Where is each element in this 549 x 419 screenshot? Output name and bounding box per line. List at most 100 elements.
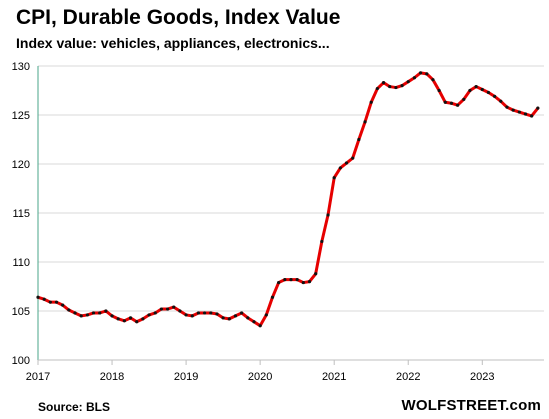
data-point — [159, 307, 164, 311]
data-point — [240, 311, 244, 315]
x-tick-label: 2020 — [248, 371, 272, 383]
data-point — [165, 307, 170, 311]
data-point — [264, 313, 268, 317]
y-tick-label: 125 — [12, 110, 30, 122]
data-point — [196, 311, 201, 315]
data-point — [227, 317, 231, 321]
data-point — [61, 303, 65, 307]
data-point — [425, 72, 429, 76]
data-point — [301, 280, 305, 285]
data-point — [412, 76, 417, 80]
y-tick-label: 105 — [12, 306, 30, 318]
data-point — [406, 80, 410, 84]
data-point — [147, 313, 151, 317]
data-point — [91, 311, 96, 315]
data-point — [277, 280, 281, 285]
series-plot — [36, 71, 540, 328]
data-point — [85, 313, 89, 317]
data-point — [153, 311, 157, 315]
y-axis-labels: 100 105 110 115 120 125 130 — [12, 61, 30, 367]
chart-title: CPI, Durable Goods, Index Value — [16, 6, 341, 29]
series-line — [36, 71, 540, 328]
data-point — [437, 88, 441, 93]
data-point — [246, 316, 250, 320]
source-note: Source: BLS — [38, 400, 111, 414]
data-point — [431, 78, 435, 82]
data-point — [462, 97, 466, 101]
x-tick-label: 2021 — [322, 371, 346, 383]
x-tick-label: 2018 — [100, 371, 124, 383]
data-point — [320, 239, 324, 244]
data-point — [42, 297, 46, 301]
data-point — [449, 101, 454, 105]
data-point — [530, 114, 534, 118]
data-point — [135, 320, 139, 324]
data-point — [326, 213, 330, 217]
data-point — [486, 90, 491, 95]
data-point — [233, 314, 238, 318]
data-point — [369, 100, 373, 104]
data-point — [418, 71, 423, 75]
data-point — [394, 85, 398, 90]
y-tick-label: 110 — [12, 257, 30, 269]
data-point — [258, 324, 262, 328]
data-point — [443, 100, 447, 104]
data-point — [375, 86, 379, 91]
data-point — [456, 103, 460, 107]
data-point — [141, 317, 145, 321]
data-point — [270, 295, 275, 299]
data-point — [381, 81, 386, 85]
data-point — [314, 272, 318, 276]
data-point — [252, 320, 256, 324]
data-point — [332, 176, 336, 180]
data-point — [116, 317, 120, 321]
data-point — [307, 280, 312, 284]
y-tick-label: 115 — [12, 208, 30, 220]
data-point — [110, 314, 114, 318]
data-point — [493, 94, 497, 98]
data-point — [338, 166, 342, 170]
data-point — [54, 300, 59, 304]
x-axis-labels: 2017 2018 2019 2020 2021 2022 2023 — [26, 371, 495, 383]
data-point — [36, 295, 40, 299]
data-point — [511, 108, 515, 112]
data-point — [468, 88, 472, 93]
data-point — [400, 84, 404, 88]
data-point — [48, 300, 52, 304]
data-point — [122, 319, 126, 323]
data-point — [209, 311, 213, 315]
data-point — [351, 156, 355, 160]
x-tick-label: 2023 — [470, 371, 494, 383]
data-point — [98, 311, 102, 315]
data-point — [221, 316, 225, 320]
x-tick-label: 2019 — [174, 371, 198, 383]
chart-subtitle: Index value: vehicles, appliances, elect… — [16, 35, 330, 51]
data-point — [523, 112, 528, 116]
data-point — [178, 309, 182, 313]
grid-lines — [38, 65, 544, 312]
data-point — [203, 311, 207, 315]
x-tick-label: 2017 — [26, 371, 50, 383]
brand-logo-text: WOLFSTREET.com — [401, 397, 541, 414]
axes — [37, 66, 544, 365]
data-point — [357, 137, 361, 142]
data-point — [215, 312, 219, 316]
y-tick-label: 130 — [12, 61, 30, 73]
data-point — [73, 311, 77, 315]
data-point — [474, 84, 478, 89]
x-tick-label: 2022 — [396, 371, 420, 383]
data-point — [499, 99, 503, 103]
data-point — [190, 314, 194, 318]
data-point — [480, 87, 484, 92]
data-point — [344, 161, 349, 165]
data-point — [505, 105, 509, 109]
data-point — [184, 313, 188, 317]
data-point — [172, 305, 176, 309]
data-point — [79, 314, 83, 318]
data-point — [289, 278, 293, 282]
data-point — [388, 84, 392, 89]
y-tick-label: 100 — [12, 355, 30, 367]
data-point — [128, 316, 133, 320]
data-point — [67, 308, 71, 312]
